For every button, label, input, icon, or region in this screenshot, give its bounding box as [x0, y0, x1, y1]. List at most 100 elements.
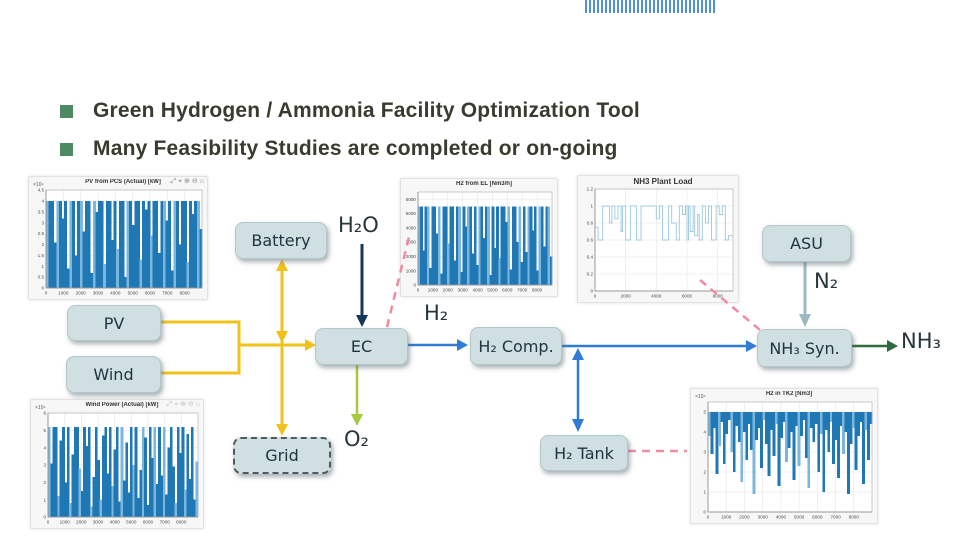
svg-text:1000: 1000 [60, 520, 71, 525]
svg-text:5000: 5000 [406, 211, 417, 216]
svg-text:0: 0 [45, 291, 48, 296]
zoom-in-icon[interactable]: ⊕ [184, 178, 190, 185]
svg-text:1000: 1000 [721, 515, 732, 520]
zoom-out-icon[interactable]: ⊖ [191, 178, 198, 185]
svg-text:4000: 4000 [110, 520, 121, 525]
svg-text:6000: 6000 [812, 515, 823, 520]
title-line-1: Green Hydrogen / Ammonia Facility Optimi… [60, 92, 640, 130]
box-h2-comp-label: H₂ Comp. [478, 336, 554, 356]
svg-text:0: 0 [413, 283, 416, 288]
svg-text:6: 6 [43, 411, 46, 416]
svg-text:0: 0 [590, 289, 593, 294]
svg-text:7000: 7000 [160, 520, 171, 525]
export-icon[interactable]: ⤢ [170, 178, 177, 185]
svg-text:3: 3 [43, 463, 46, 468]
svg-text:8000: 8000 [180, 291, 191, 296]
svg-text:4000: 4000 [651, 294, 662, 299]
svg-text:0.8: 0.8 [587, 221, 594, 226]
svg-text:1: 1 [41, 264, 44, 269]
label-h2o: H₂O [338, 213, 379, 237]
svg-text:4000: 4000 [110, 291, 121, 296]
slide-title: Green Hydrogen / Ammonia Facility Optimi… [93, 99, 640, 122]
svg-text:8000: 8000 [532, 288, 543, 293]
svg-text:4: 4 [43, 445, 46, 450]
svg-text:×10⁴: ×10⁴ [35, 405, 46, 411]
home-icon[interactable]: ⌂ [195, 401, 200, 408]
svg-text:6000: 6000 [145, 291, 156, 296]
box-pv-label: PV [103, 313, 125, 333]
box-h2-tank: H₂ Tank [540, 435, 628, 471]
svg-text:0: 0 [417, 288, 420, 293]
box-wind: Wind [66, 356, 161, 393]
chart-title: H2 in TK2 [Nm3] [765, 391, 813, 397]
svg-text:0.6: 0.6 [587, 238, 594, 243]
axes-toolbar: ⤢ ⌖ ⊕ ⊖ ⌂ [170, 178, 204, 185]
svg-text:1000: 1000 [406, 268, 417, 273]
svg-text:3000: 3000 [406, 240, 417, 245]
svg-text:2: 2 [41, 242, 44, 247]
svg-text:4.5: 4.5 [38, 188, 45, 193]
zoom-out-icon[interactable]: ⊖ [187, 401, 194, 408]
box-battery-label: Battery [251, 231, 311, 250]
svg-text:2.5: 2.5 [38, 231, 45, 236]
svg-text:6000: 6000 [682, 294, 693, 299]
svg-text:2000: 2000 [76, 520, 87, 525]
title-block: Green Hydrogen / Ammonia Facility Optimi… [60, 92, 640, 168]
chart-title: PV from PCS (Actual) [kW] [85, 179, 161, 185]
svg-text:2000: 2000 [739, 515, 750, 520]
box-h2-tank-label: H₂ Tank [554, 443, 614, 463]
svg-text:1.5: 1.5 [38, 253, 45, 258]
svg-text:6000: 6000 [143, 520, 154, 525]
chart-title: Wind Power (Actual) [kW] [85, 402, 159, 408]
label-n2: N₂ [814, 269, 839, 293]
pv-power-chart: 0 0.5 1 1.5 2 2.5 3 3.5 4 4.5 0 1000 2000 3000 4000 500… [28, 176, 208, 300]
bullet-square-icon [60, 104, 73, 118]
svg-text:2000: 2000 [443, 288, 454, 293]
svg-text:1: 1 [43, 497, 46, 502]
svg-text:0.5: 0.5 [38, 275, 45, 280]
svg-text:7000: 7000 [830, 515, 841, 520]
svg-text:8000: 8000 [713, 294, 724, 299]
svg-text:1000: 1000 [428, 288, 439, 293]
wind-power-chart: 0 1 2 3 4 5 6 0 1000 2000 3000 4000 5000 6000 7000 8000… [30, 399, 204, 529]
box-grid: Grid [233, 437, 331, 474]
svg-text:5: 5 [703, 410, 706, 415]
water-flow-arrow [356, 244, 368, 327]
box-wind-label: Wind [93, 365, 134, 384]
box-h2-comp: H₂ Comp. [470, 327, 562, 365]
svg-text:0: 0 [703, 510, 706, 515]
svg-text:5000: 5000 [126, 520, 137, 525]
svg-text:4: 4 [703, 430, 706, 435]
datatip-icon[interactable]: ⌖ [174, 401, 179, 408]
svg-text:5000: 5000 [128, 291, 139, 296]
ammonia-flow-arrow [851, 340, 898, 352]
chart-title: H2 from EL [Nm3/h] [456, 181, 512, 187]
label-nh3: NH₃ [901, 329, 941, 353]
axes-toolbar: ⤢ ⌖ ⊕ ⊖ ⌂ [166, 401, 200, 408]
box-battery: Battery [235, 222, 327, 259]
svg-text:2: 2 [43, 480, 46, 485]
svg-text:6000: 6000 [406, 197, 417, 202]
svg-text:2000: 2000 [621, 294, 632, 299]
svg-text:5: 5 [43, 428, 46, 433]
zoom-in-icon[interactable]: ⊕ [180, 401, 186, 408]
datatip-icon[interactable]: ⌖ [178, 178, 183, 185]
box-asu-label: ASU [790, 234, 823, 253]
box-asu: ASU [762, 225, 851, 262]
box-ec-label: EC [350, 337, 373, 356]
svg-text:4000: 4000 [776, 515, 787, 520]
home-icon[interactable]: ⌂ [199, 178, 204, 185]
svg-text:×10⁴: ×10⁴ [33, 182, 44, 188]
box-ec: EC [315, 328, 408, 365]
svg-text:8000: 8000 [176, 520, 187, 525]
svg-text:3000: 3000 [758, 515, 769, 520]
svg-text:3000: 3000 [458, 288, 469, 293]
box-nh3-syn-label: NH₃ Syn. [769, 338, 840, 358]
export-icon[interactable]: ⤢ [166, 401, 173, 408]
svg-text:2000: 2000 [76, 291, 87, 296]
svg-text:0.2: 0.2 [587, 272, 594, 277]
svg-text:1: 1 [590, 204, 593, 209]
svg-text:4: 4 [41, 199, 44, 204]
label-o2: O₂ [344, 427, 369, 451]
